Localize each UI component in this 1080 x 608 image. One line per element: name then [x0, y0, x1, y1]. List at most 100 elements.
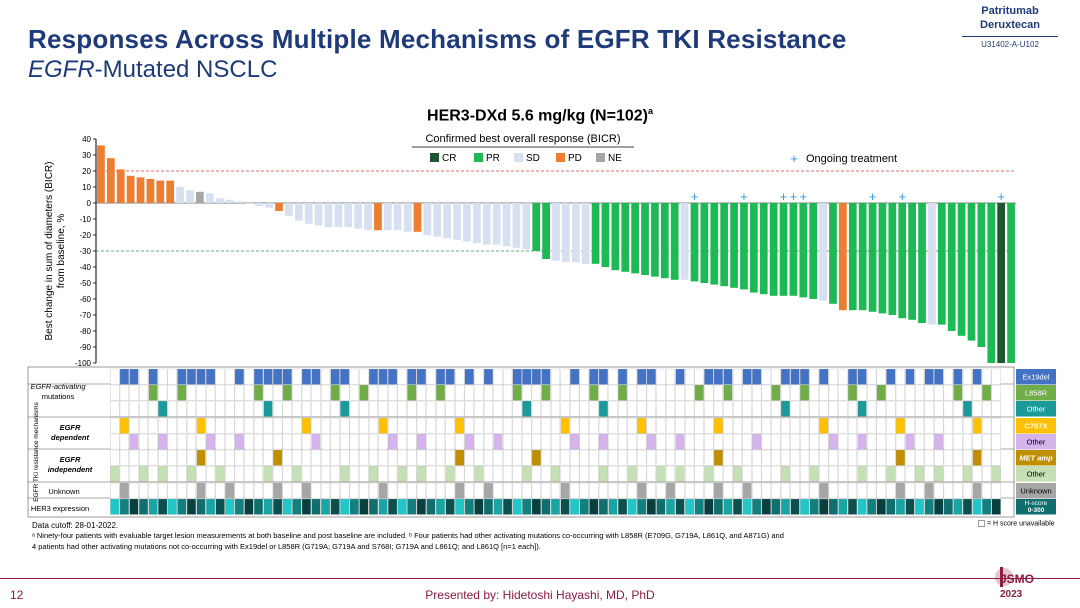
matrix-cell: [129, 449, 139, 466]
bar: [275, 203, 283, 211]
matrix-cell: [455, 368, 465, 385]
matrix-cell: [349, 417, 359, 434]
group-label-activating: EGFR-activating: [30, 382, 86, 391]
matrix-cell: [819, 449, 829, 466]
matrix-cell: [915, 482, 925, 499]
matrix-cell: [435, 417, 446, 434]
matrix-cell: [570, 417, 580, 434]
bar: [769, 203, 778, 296]
matrix-cell: [962, 465, 973, 482]
matrix-cell: [292, 498, 302, 515]
matrix-cell: [627, 384, 637, 401]
matrix-cell: [464, 400, 474, 417]
matrix-cell: [608, 433, 618, 450]
matrix-cell: [110, 417, 120, 434]
bar: [918, 203, 926, 323]
matrix-cell: [876, 433, 886, 450]
matrix-cell: [991, 449, 1001, 466]
matrix-cell: [273, 384, 283, 401]
drug-name: Patritumab Deruxtecan: [960, 4, 1060, 32]
bar: [126, 175, 135, 203]
matrix-cell: [943, 384, 953, 401]
matrix-cell: [685, 449, 695, 466]
matrix-cell: [206, 368, 216, 385]
bar: [928, 203, 936, 325]
row-title-unknown: Unknown: [48, 487, 79, 496]
matrix-cell: [426, 384, 436, 401]
matrix-cell: [809, 384, 819, 401]
matrix-cell: [167, 368, 177, 385]
matrix-cell: [340, 417, 350, 434]
y-tick-label: 0: [87, 199, 92, 208]
matrix-cell: [972, 400, 982, 417]
matrix-cell: [752, 417, 762, 434]
matrix-cell: [158, 433, 168, 450]
matrix-cell: [301, 465, 311, 482]
matrix-cell: [915, 368, 925, 385]
matrix-cell: [512, 465, 522, 482]
y-tick-label: -10: [79, 215, 91, 224]
matrix-cell: [991, 465, 1001, 482]
legend-swatch: [430, 153, 439, 162]
matrix-cell: [876, 368, 886, 385]
matrix-cell: [416, 417, 426, 434]
matrix-row-key-label: C797X: [1025, 422, 1048, 431]
bar: [888, 203, 897, 315]
matrix-cell: [790, 482, 800, 499]
bar: [225, 199, 234, 203]
matrix-cell: [435, 400, 446, 417]
matrix-cell: [752, 433, 762, 450]
matrix-cell: [493, 400, 503, 417]
matrix-cell: [522, 368, 532, 385]
matrix-cell: [234, 400, 244, 417]
matrix-cell: [953, 417, 963, 434]
matrix-cell: [857, 449, 867, 466]
matrix-cell: [915, 417, 925, 434]
matrix-cell: [225, 465, 235, 482]
group-label-independent: EGFR: [60, 455, 81, 464]
bar: [779, 203, 788, 296]
matrix-cell: [292, 482, 302, 499]
matrix-cell: [876, 465, 886, 482]
matrix-cell: [972, 449, 982, 466]
bar: [839, 203, 847, 311]
matrix-cell: [445, 498, 455, 515]
matrix-cell: [828, 449, 838, 466]
matrix-cell: [244, 384, 254, 401]
matrix-cell: [637, 368, 647, 385]
matrix-cell: [503, 400, 513, 417]
matrix-cell: [368, 498, 379, 515]
matrix-cell: [780, 498, 790, 515]
matrix-cell: [522, 417, 532, 434]
matrix-cell: [541, 368, 551, 385]
matrix-cell: [426, 368, 436, 385]
matrix-cell: [138, 449, 149, 466]
ongoing-plus: +: [780, 189, 788, 204]
matrix-cell: [186, 400, 196, 417]
ongoing-plus: +: [790, 189, 798, 204]
matrix-cell: [388, 368, 398, 385]
matrix-cell: [800, 449, 810, 466]
matrix-cell: [905, 449, 915, 466]
matrix-cell: [119, 417, 129, 434]
matrix-cell: [186, 498, 196, 515]
matrix-cell: [560, 433, 570, 450]
group-label-independent-2: independent: [48, 465, 93, 474]
matrix-cell: [982, 400, 992, 417]
matrix-cell: [359, 433, 369, 450]
matrix-cell: [177, 384, 187, 401]
matrix-cell: [119, 433, 129, 450]
matrix-cell: [177, 400, 187, 417]
matrix-cell: [790, 449, 800, 466]
matrix-cell: [982, 449, 992, 466]
matrix-cell: [138, 498, 149, 515]
matrix-cell: [560, 498, 570, 515]
matrix-cell: [742, 417, 752, 434]
matrix-cell: [876, 417, 886, 434]
matrix-cell: [512, 482, 522, 499]
matrix-cell: [541, 417, 551, 434]
matrix-cell: [416, 400, 426, 417]
matrix-cell: [828, 465, 838, 482]
matrix-cell: [215, 498, 225, 515]
bar: [433, 203, 442, 237]
